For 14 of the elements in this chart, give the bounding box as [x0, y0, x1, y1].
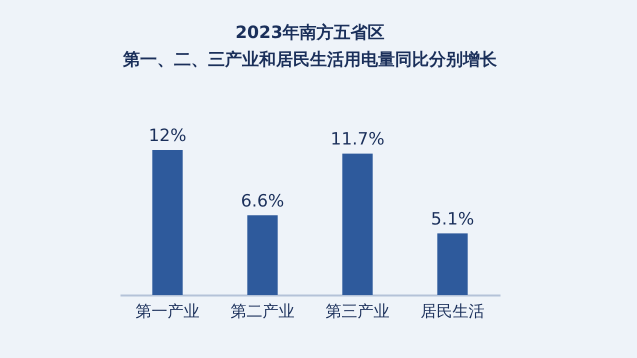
- data-label: 5.1%: [430, 209, 474, 230]
- data-label: 11.7%: [330, 130, 385, 150]
- x-tick-label: 第二产业: [230, 302, 294, 320]
- data-label: 6.6%: [240, 191, 284, 212]
- chart-subtitle: 第一、二、三产业和居民生活用电量同比分别增长: [122, 50, 498, 70]
- x-tick-label: 居民生活: [420, 302, 484, 320]
- bar: [342, 154, 373, 295]
- x-tick-label: 第三产业: [326, 302, 390, 320]
- bar: [247, 215, 278, 295]
- chart-title: 2023年南方五省区: [235, 23, 385, 43]
- bar: [437, 233, 468, 295]
- x-tick-label: 第一产业: [136, 302, 200, 320]
- data-label: 12%: [148, 126, 186, 146]
- bar: [152, 150, 183, 295]
